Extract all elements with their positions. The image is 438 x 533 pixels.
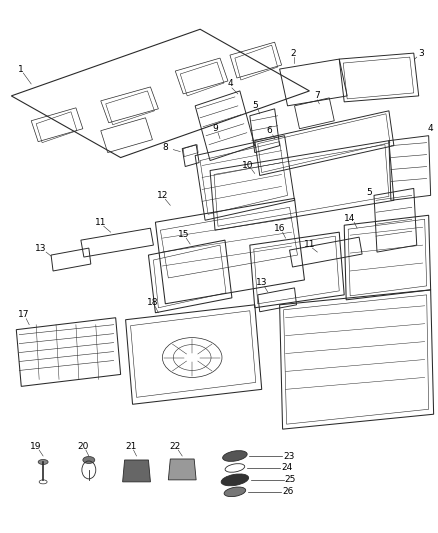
Text: 21: 21 (125, 441, 136, 450)
Text: 4: 4 (227, 79, 233, 88)
Ellipse shape (223, 451, 247, 462)
Text: 9: 9 (212, 124, 218, 133)
Ellipse shape (178, 465, 188, 473)
Text: 23: 23 (283, 451, 294, 461)
Polygon shape (168, 459, 196, 480)
Text: 24: 24 (281, 464, 292, 472)
Text: 19: 19 (30, 441, 42, 450)
Text: 10: 10 (242, 161, 254, 170)
Text: 2: 2 (291, 49, 297, 58)
Text: 20: 20 (77, 441, 88, 450)
Text: 26: 26 (282, 487, 293, 496)
Ellipse shape (83, 456, 95, 464)
Text: 12: 12 (157, 191, 168, 200)
Text: 4: 4 (428, 124, 434, 133)
Text: 14: 14 (343, 214, 355, 223)
Text: 5: 5 (366, 188, 372, 197)
Text: 13: 13 (256, 278, 268, 287)
Ellipse shape (224, 487, 246, 497)
Text: 18: 18 (147, 298, 158, 308)
Text: 17: 17 (18, 310, 29, 319)
Text: 1: 1 (18, 64, 24, 74)
Text: 5: 5 (252, 101, 258, 110)
Text: 7: 7 (314, 91, 320, 100)
Text: 16: 16 (274, 224, 286, 233)
Ellipse shape (221, 474, 249, 486)
Text: 3: 3 (418, 49, 424, 58)
Ellipse shape (38, 459, 48, 464)
Text: 25: 25 (285, 475, 296, 484)
Text: 11: 11 (95, 218, 106, 227)
Polygon shape (123, 460, 150, 482)
Text: 6: 6 (267, 126, 272, 135)
Text: 8: 8 (162, 143, 168, 152)
Text: 13: 13 (35, 244, 47, 253)
Text: 11: 11 (304, 240, 315, 248)
Text: 15: 15 (177, 230, 189, 239)
Text: 22: 22 (170, 441, 181, 450)
